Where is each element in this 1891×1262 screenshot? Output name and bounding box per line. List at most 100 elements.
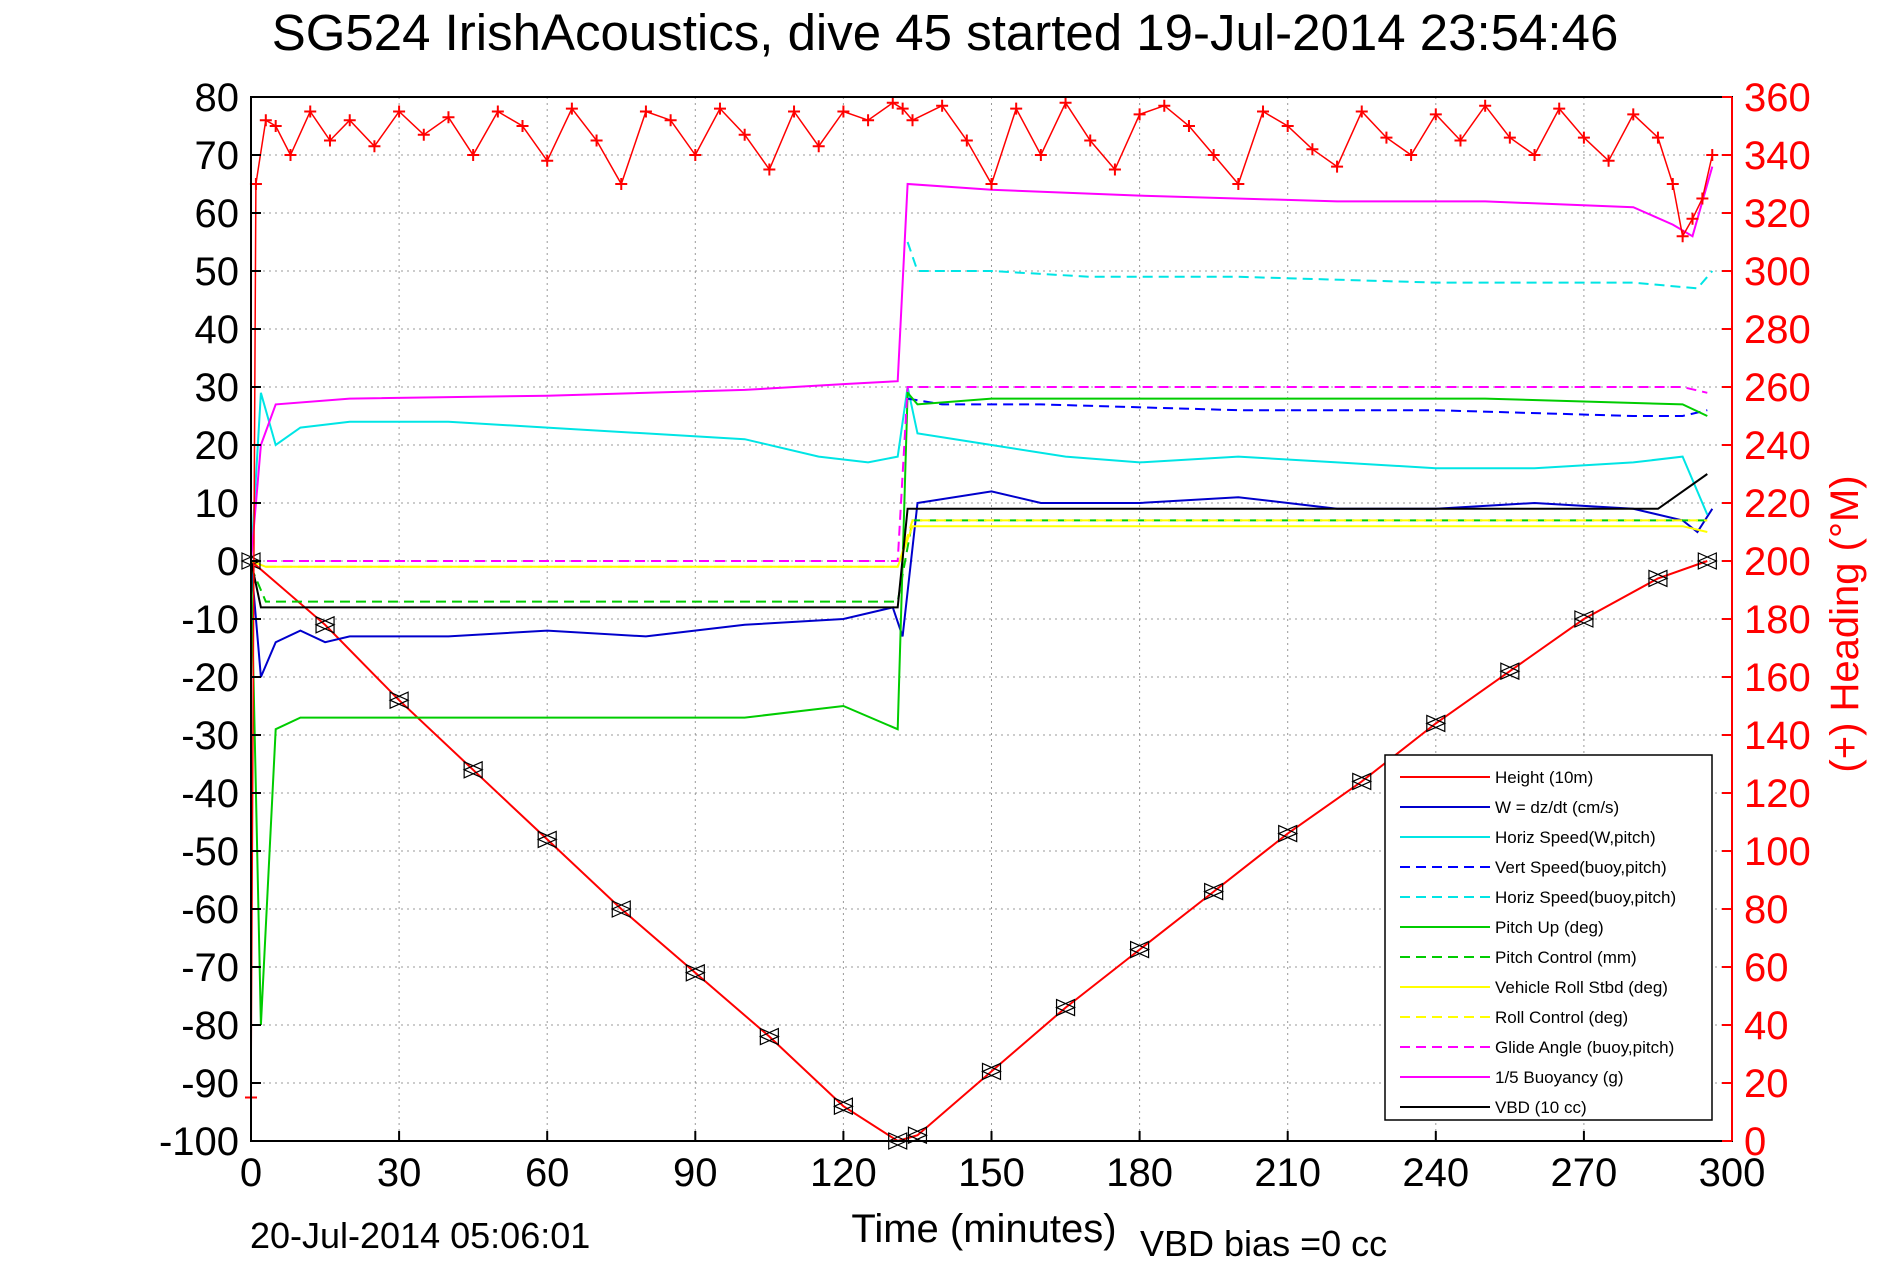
height-sample-marker [684, 963, 706, 982]
height-sample-marker [1277, 824, 1299, 843]
legend-entry: Horiz Speed(W,pitch) [1495, 828, 1656, 847]
y-right-tick-label: 200 [1744, 540, 1811, 584]
y-tick-label: -30 [181, 714, 239, 758]
height-sample-marker [1499, 662, 1521, 681]
x-tick-label: 150 [958, 1151, 1025, 1195]
y-tick-label: -90 [181, 1062, 239, 1106]
height-sample-marker [1647, 569, 1669, 588]
x-tick-label: 270 [1551, 1151, 1618, 1195]
y-right-tick-label: 360 [1744, 76, 1811, 120]
x-axis-label: Time (minutes) [851, 1207, 1116, 1251]
legend-entry: 1/5 Buoyancy (g) [1495, 1068, 1624, 1087]
y-tick-label: 50 [195, 250, 240, 294]
legend-entry: Height (10m) [1495, 768, 1593, 787]
legend-entry: W = dz/dt (cm/s) [1495, 798, 1619, 817]
height-sample-marker [314, 615, 336, 634]
height-sample-marker [1573, 610, 1595, 628]
y-right-tick-label: 80 [1744, 888, 1789, 932]
legend-entry: Horiz Speed(buoy,pitch) [1495, 888, 1676, 907]
legend-entry: Roll Control (deg) [1495, 1008, 1628, 1027]
y-right-tick-label: 120 [1744, 772, 1811, 816]
y-tick-label: -20 [181, 656, 239, 700]
y-right-tick-label: 180 [1744, 598, 1811, 642]
y-axis-right-label: (+) Heading (°M) [1823, 475, 1867, 772]
x-tick-label: 60 [525, 1151, 570, 1195]
legend-entry: Vehicle Roll Stbd (deg) [1495, 978, 1668, 997]
legend: Height (10m) W = dz/dt (cm/s) Horiz Speed(… [1384, 754, 1713, 1121]
series-line-horiz-speed-w-pitch [250, 386, 1709, 562]
y-right-tick-label: 320 [1744, 192, 1811, 236]
series-line-glide-angle-buoy-pitch [251, 386, 1708, 562]
height-sample-marker [388, 691, 410, 710]
height-sample-marker [832, 1097, 854, 1116]
legend-entry: Pitch Up (deg) [1495, 918, 1604, 937]
y-right-tick-label: 340 [1744, 134, 1811, 178]
height-sample-marker [981, 1062, 1002, 1081]
y-right-tick-label: 0 [1744, 1120, 1766, 1164]
legend-entry: Pitch Control (mm) [1495, 948, 1637, 967]
y-tick-label: 40 [195, 308, 240, 352]
y-right-tick-label: 100 [1744, 830, 1811, 874]
chart-title: SG524 IrishAcoustics, dive 45 started 19… [272, 4, 1619, 61]
height-sample-marker [1696, 552, 1718, 570]
y-right-tick-label: 160 [1744, 656, 1811, 700]
x-tick-label: 120 [810, 1151, 877, 1195]
y-tick-label: 80 [195, 76, 240, 120]
y-tick-label: 70 [195, 134, 240, 178]
y-tick-label: 0 [217, 540, 239, 584]
x-tick-label: 240 [1402, 1151, 1469, 1195]
y-tick-label: 30 [195, 366, 240, 410]
heading-trace [250, 101, 1714, 1098]
height-sample-marker [1203, 882, 1225, 901]
y-tick-label: -10 [181, 598, 239, 642]
series-line-w-dz-dt-cm-s [250, 490, 1714, 678]
height-sample-marker [536, 830, 558, 849]
y-right-tick-label: 20 [1744, 1062, 1789, 1106]
height-sample-marker [1055, 998, 1077, 1017]
series-layer [240, 96, 1719, 1150]
y-tick-label: -40 [181, 772, 239, 816]
x-tick-label: 300 [1699, 1151, 1766, 1195]
series-line-roll-control-deg [250, 519, 1708, 568]
height-sample-marker [906, 1126, 928, 1145]
series-line-height-10m [250, 560, 1708, 1143]
y-tick-label: -60 [181, 888, 239, 932]
y-right-tick-label: 260 [1744, 366, 1811, 410]
x-axis: 0 30 60 90 120 150 180 210 240 270 300 [240, 1131, 1766, 1195]
footer-timestamp: 20-Jul-2014 05:06:01 [250, 1215, 590, 1256]
y-tick-label: 20 [195, 424, 240, 468]
y-tick-label: -80 [181, 1004, 239, 1048]
series-line-vbd-10-cc [250, 473, 1708, 609]
legend-box [1384, 754, 1713, 1121]
y-right-tick-label: 60 [1744, 946, 1789, 990]
legend-entry: VBD (10 cc) [1495, 1098, 1587, 1117]
y-right-tick-label: 40 [1744, 1004, 1789, 1048]
legend-entry: Vert Speed(buoy,pitch) [1495, 858, 1667, 877]
y-tick-label: -70 [181, 946, 239, 990]
x-tick-label: 90 [673, 1151, 718, 1195]
y-right-tick-label: 240 [1744, 424, 1811, 468]
height-sample-marker [1351, 772, 1373, 791]
x-tick-label: 0 [240, 1151, 262, 1195]
y-axis-right: 3603403203002802602402202001801601401201… [1722, 76, 1811, 1164]
height-sample-marker [610, 900, 632, 918]
y-axis-left: 80 70 60 50 40 30 20 10 0 -10 -20 -30 -40 -50 -60 -70 -8… [159, 76, 261, 1164]
x-tick-label: 30 [377, 1151, 422, 1195]
y-right-tick-label: 300 [1744, 250, 1811, 294]
series-line-horiz-speed-buoy-pitch [906, 241, 1714, 290]
y-tick-label: -100 [159, 1120, 239, 1164]
height-sample-marker [758, 1027, 780, 1046]
height-sample-marker [462, 760, 484, 779]
y-right-tick-label: 280 [1744, 308, 1811, 352]
x-tick-label: 180 [1106, 1151, 1173, 1195]
x-tick-label: 210 [1254, 1151, 1321, 1195]
height-sample-marker [1129, 940, 1151, 959]
y-tick-label: 60 [195, 192, 240, 236]
y-right-tick-label: 220 [1744, 482, 1811, 526]
y-tick-label: 10 [195, 482, 240, 526]
series-line-vert-speed-buoy-pitch [907, 397, 1708, 417]
height-sample-marker [1425, 714, 1447, 733]
legend-entry: Glide Angle (buoy,pitch) [1495, 1038, 1674, 1057]
